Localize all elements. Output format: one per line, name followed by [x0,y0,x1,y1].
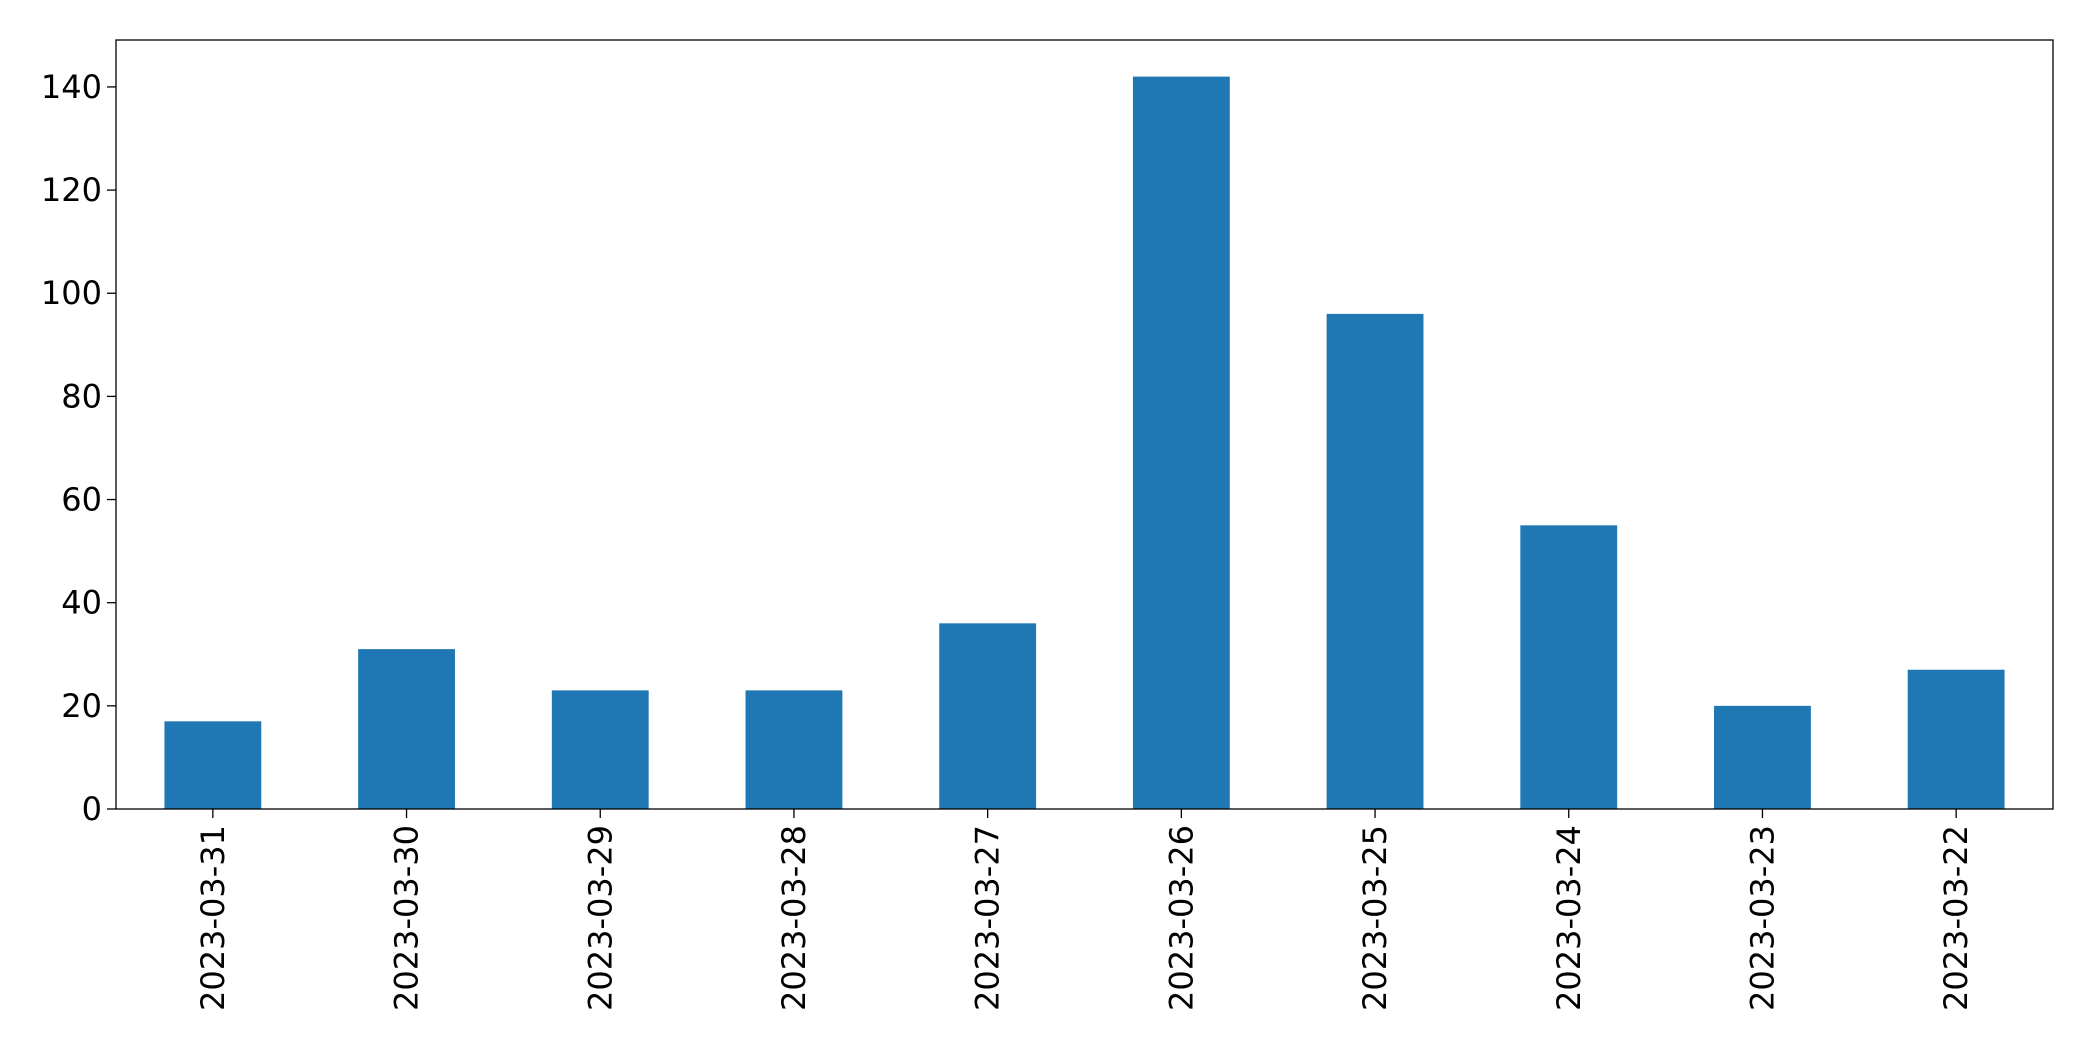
bar [745,690,843,809]
x-tick-label: 2023-03-31 [194,825,232,1011]
y-tick-label: 100 [41,274,102,312]
y-tick-label: 80 [61,377,102,415]
x-tick-label: 2023-03-28 [775,825,813,1011]
plot-frame [115,39,2054,810]
x-tick-label: 2023-03-27 [969,825,1007,1011]
x-tick-label: 2023-03-23 [1743,825,1781,1011]
x-tick-label: 2023-03-22 [1937,825,1975,1011]
bar [939,623,1037,809]
bar [1520,525,1618,809]
bar [1714,705,1811,809]
x-tick-label: 2023-03-24 [1550,825,1588,1011]
bar [1326,313,1424,809]
y-tick-label: 20 [61,687,102,725]
y-tick-label: 120 [41,171,102,209]
x-tick-label: 2023-03-30 [388,825,426,1011]
x-tick-label: 2023-03-26 [1162,825,1200,1011]
bar [1132,76,1230,810]
y-tick-label: 0 [82,790,102,828]
bar [358,649,455,809]
y-tick-label: 140 [41,68,102,106]
y-tick-label: 40 [61,584,102,622]
y-tick-label: 60 [61,481,102,519]
bar [551,690,649,809]
x-tick-label: 2023-03-25 [1356,825,1394,1011]
bar [1907,669,2005,809]
bar [164,721,262,809]
x-tick-label: 2023-03-29 [581,825,619,1011]
